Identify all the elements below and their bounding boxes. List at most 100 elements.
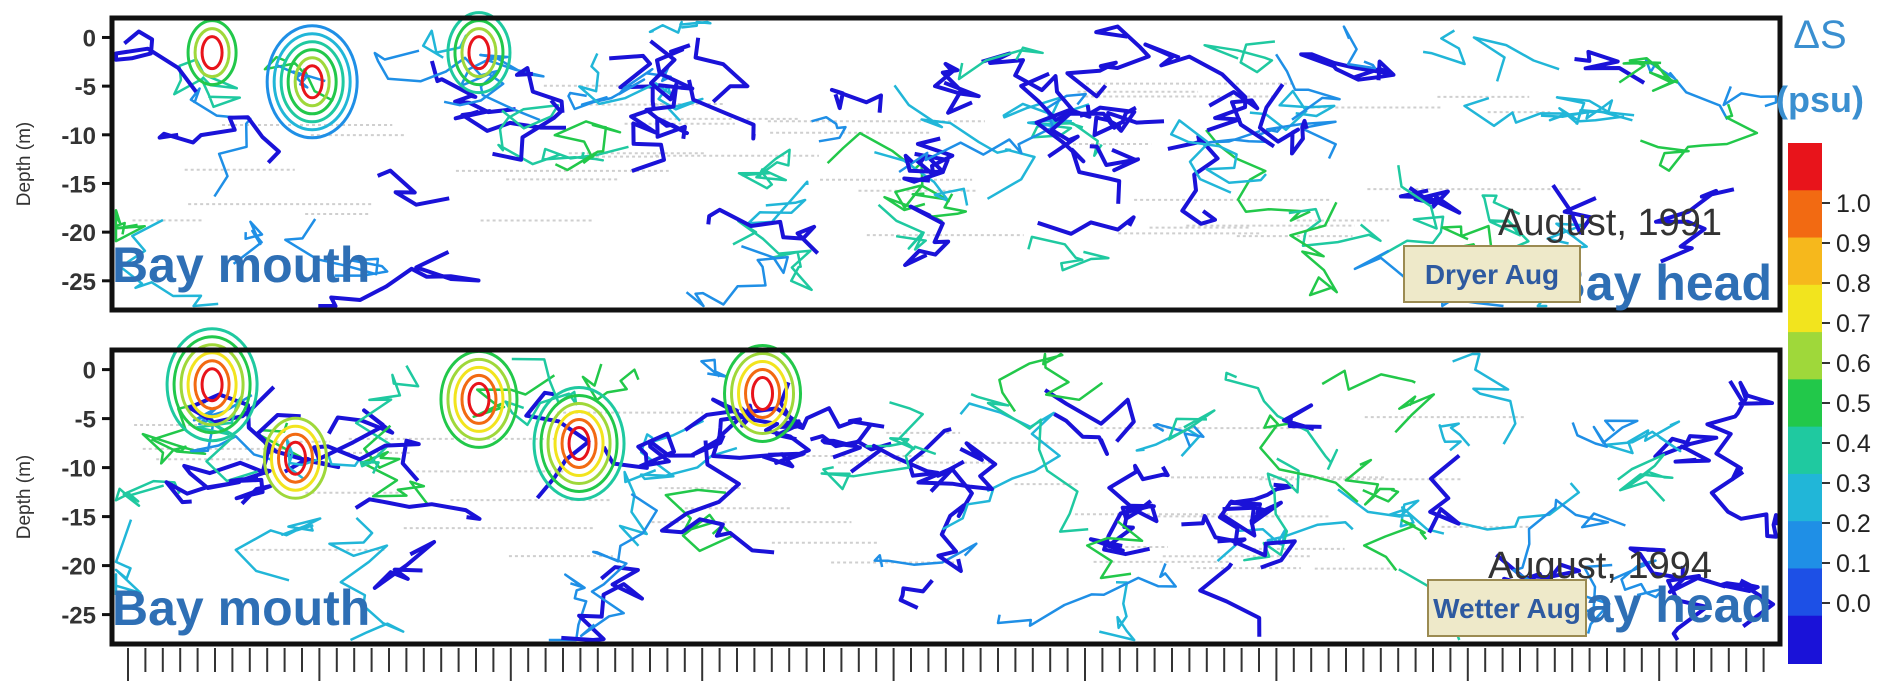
hotspot-ring — [460, 373, 498, 425]
x-axis-ticks — [127, 648, 1765, 681]
colorbar-segment — [1788, 473, 1822, 523]
contour — [883, 193, 968, 223]
contour — [372, 540, 437, 590]
contour — [1282, 403, 1322, 432]
colorbar-tick-label: 0.2 — [1836, 510, 1871, 538]
contour — [1571, 419, 1639, 448]
contour — [1027, 235, 1110, 272]
contour — [164, 460, 270, 505]
contour — [1639, 103, 1759, 172]
colorbar-unit: (psu) — [1776, 79, 1864, 120]
hotspot-ring — [553, 410, 605, 477]
contour — [1653, 434, 1719, 464]
contour — [504, 357, 578, 427]
contour — [119, 218, 219, 308]
colorbar-ticks: 1.0 0.9 0.8 0.7 0.6 0.5 0.4 0.3 0.2 0.1 0.0 — [1822, 190, 1871, 618]
contour — [1053, 412, 1109, 456]
contour — [1167, 134, 1220, 226]
contour — [1203, 40, 1276, 74]
contour — [354, 364, 420, 474]
contour — [1438, 422, 1471, 452]
contour — [685, 245, 789, 308]
contour-lines — [114, 327, 1778, 642]
y-tick-label: -15 — [61, 505, 96, 532]
contour — [998, 352, 1104, 413]
colorbar-segment — [1788, 143, 1822, 192]
contour — [700, 358, 728, 378]
annotation-text: Dryer Aug — [1425, 259, 1559, 290]
contour — [228, 447, 273, 506]
y-tick-label: -10 — [61, 456, 96, 483]
y-axis-label: Depth (m) — [14, 122, 35, 206]
colorbar-tick-label: 0.3 — [1836, 470, 1871, 498]
contour — [1644, 58, 1729, 121]
contour — [1612, 559, 1665, 599]
hotspot-ring — [286, 48, 338, 116]
contour — [902, 153, 945, 184]
colorbar-tick-label: 0.1 — [1836, 550, 1871, 578]
contour — [312, 426, 421, 482]
hotspot-ring — [723, 344, 803, 444]
contour — [514, 66, 565, 113]
contour — [1452, 482, 1581, 531]
contour — [877, 203, 927, 251]
contour — [829, 87, 883, 113]
contour — [114, 519, 142, 595]
contour — [737, 148, 791, 190]
hotspot-ring — [467, 381, 491, 417]
bay-mouth-label: Bay mouth — [112, 580, 370, 636]
contour — [898, 92, 1087, 174]
hotspot-ring — [539, 394, 619, 493]
contour — [648, 20, 712, 34]
contour — [1249, 89, 1336, 132]
hotspot-ring — [276, 432, 314, 484]
hotspot-ring — [200, 35, 224, 71]
hotspot-ring — [532, 386, 626, 501]
bay-mouth-label: Bay mouth — [112, 237, 370, 293]
hotspot-ring — [560, 418, 598, 469]
y-axis: 0 -5 -10 -15 -20 -25 — [61, 358, 112, 630]
hotspot-ring — [446, 357, 512, 441]
contour — [1034, 104, 1122, 204]
contour — [318, 250, 481, 308]
hotspot-ring — [446, 11, 512, 95]
colorbar-segment — [1788, 426, 1822, 475]
contour — [1512, 498, 1626, 590]
contour — [232, 220, 264, 265]
y-tick-label: -20 — [61, 220, 96, 247]
panel-title: August, 1991 — [1498, 202, 1722, 244]
contour — [601, 431, 695, 470]
hotspot-ring — [272, 32, 352, 132]
hotspot-ring — [193, 359, 231, 411]
hotspot-ring — [744, 368, 782, 420]
contour — [1099, 580, 1136, 642]
contour — [957, 46, 1044, 81]
hotspot-ring — [439, 349, 519, 449]
contour — [1167, 409, 1216, 441]
contour — [1558, 107, 1635, 125]
contour — [1422, 29, 1466, 66]
contour — [1089, 144, 1140, 173]
colorbar-segment — [1788, 521, 1822, 570]
colorbar-tick-label: 0.0 — [1836, 590, 1871, 618]
contour — [189, 87, 252, 198]
contour — [1208, 120, 1337, 160]
hotspot-ring — [453, 365, 505, 433]
contour — [1617, 453, 1674, 502]
colorbar-blocks — [1788, 143, 1822, 664]
contour — [548, 573, 588, 642]
y-tick-label: 0 — [83, 25, 96, 52]
contour — [1102, 463, 1170, 557]
contour — [655, 43, 695, 91]
hotspot-ring — [293, 56, 331, 108]
plot-frame — [109, 15, 1783, 313]
contour — [581, 363, 640, 402]
contour — [820, 424, 872, 460]
contour — [561, 565, 644, 642]
contour — [328, 516, 405, 642]
hotspot-ring — [546, 402, 612, 485]
contour — [1472, 36, 1560, 82]
contour — [1344, 458, 1400, 506]
colorbar-tick-label: 1.0 — [1836, 190, 1871, 218]
